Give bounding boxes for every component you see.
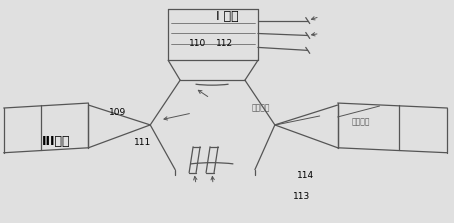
Text: 太阳帆板: 太阳帆板: [351, 117, 370, 126]
Text: 109: 109: [109, 108, 127, 117]
Text: 113: 113: [293, 192, 310, 201]
Text: 112: 112: [216, 39, 233, 48]
Text: 110: 110: [188, 39, 206, 48]
Text: 111: 111: [134, 138, 152, 147]
Text: 太阳帆板: 太阳帆板: [252, 104, 271, 113]
Text: 114: 114: [297, 171, 314, 180]
Text: I 象限: I 象限: [216, 10, 238, 23]
Text: III象限: III象限: [41, 135, 70, 148]
